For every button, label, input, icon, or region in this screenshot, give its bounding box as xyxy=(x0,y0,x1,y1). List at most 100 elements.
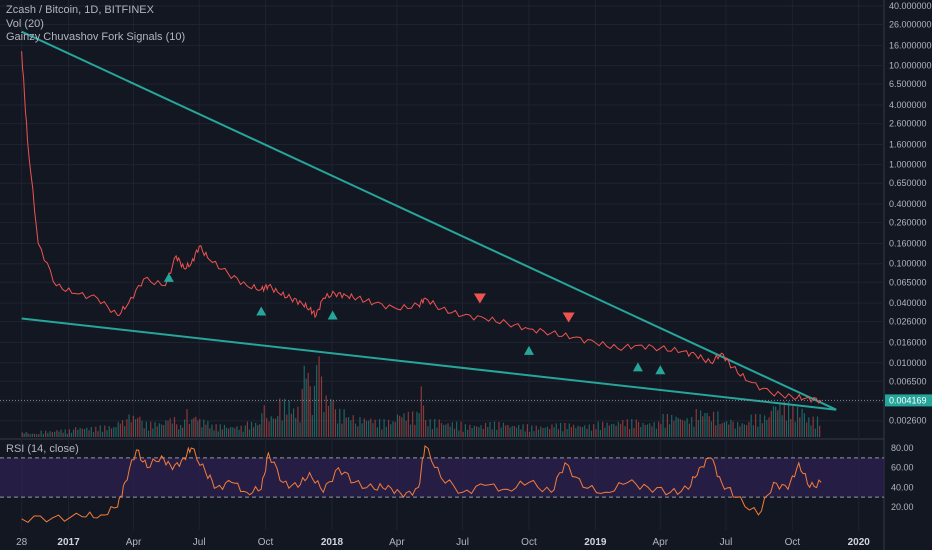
price-axis[interactable]: 40.000000 26.000000 16.000000 10.000000 6.50… xyxy=(885,1,932,512)
time-tick-label: 28 xyxy=(16,537,28,548)
volume-bar xyxy=(502,422,505,437)
volume-bar xyxy=(173,417,176,437)
volume-bar xyxy=(270,416,272,437)
chart-title: Zcash / Bitcoin, 1D, BITFINEX xyxy=(6,4,154,16)
buy-signal-icon xyxy=(327,310,338,320)
volume-bar xyxy=(801,408,803,437)
time-tick-label: Jul xyxy=(456,537,469,548)
volume-bar xyxy=(743,424,745,437)
volume-bar xyxy=(766,419,768,437)
volume-bar xyxy=(806,422,808,437)
volume-bar xyxy=(436,427,438,437)
volume-bar xyxy=(507,425,509,437)
volume-bar xyxy=(555,423,557,437)
volume-bar xyxy=(642,422,644,437)
rsi-pane xyxy=(0,445,884,524)
volume-bar xyxy=(551,424,553,437)
volume-bar xyxy=(599,429,602,437)
volume-bar xyxy=(640,427,642,437)
volume-bar xyxy=(704,412,706,437)
volume-bar xyxy=(772,406,775,437)
volume-bar xyxy=(526,424,528,437)
time-axis[interactable]: 28 2017 Apr Jul Oct 2018 Apr Jul Oct 2019 Apr Jul Oc… xyxy=(16,537,870,548)
volume-bar xyxy=(191,419,193,437)
volume-bar xyxy=(572,424,575,437)
volume-bar xyxy=(662,413,664,437)
volume-bar xyxy=(121,420,124,437)
volume-bar xyxy=(385,426,387,437)
volume-bar xyxy=(403,413,405,437)
last-price-label: 0.004169 xyxy=(889,395,927,405)
volume-bar xyxy=(651,426,653,437)
volume-bar xyxy=(272,418,274,437)
volume-bar xyxy=(242,431,244,437)
volume-bar xyxy=(624,426,626,437)
volume-bar xyxy=(473,425,475,437)
time-tick-label: Jul xyxy=(720,537,733,548)
volume-bar xyxy=(763,415,766,437)
volume-bar xyxy=(106,430,108,437)
price-tick-label: 10.000000 xyxy=(889,61,932,71)
volume-bar xyxy=(706,412,708,437)
price-tick-label: 26.000000 xyxy=(889,20,932,30)
volume-bar xyxy=(88,430,90,437)
volume-bar xyxy=(160,424,163,437)
time-tick-label: 2019 xyxy=(584,537,607,548)
volume-bar xyxy=(509,427,511,437)
trendlines[interactable] xyxy=(21,30,837,411)
volume-bar xyxy=(126,419,128,437)
rsi-tick-label: 20.00 xyxy=(891,502,914,512)
volume-bar xyxy=(686,418,688,437)
price-line xyxy=(21,51,822,404)
volume-bar xyxy=(101,431,104,437)
volume-bar xyxy=(535,425,537,437)
volume-bar xyxy=(671,414,673,437)
volume-bar xyxy=(697,420,700,437)
volume-bar xyxy=(223,424,226,437)
volume-bar xyxy=(717,411,719,437)
volume-bar xyxy=(186,409,188,437)
volume-bar xyxy=(637,421,640,437)
volume-bar xyxy=(246,421,248,437)
volume-bar xyxy=(221,429,223,437)
volume-bar xyxy=(132,415,134,437)
volume-bar xyxy=(604,427,606,437)
buy-signal-icon xyxy=(256,306,267,316)
volume-bar xyxy=(274,418,277,437)
volume-bar xyxy=(590,430,593,437)
volume-bar xyxy=(422,405,425,437)
volume-bar xyxy=(757,426,759,437)
volume-bar xyxy=(741,423,743,437)
volume-bar xyxy=(564,422,566,437)
volume-bar xyxy=(248,429,251,437)
volume-bar xyxy=(143,428,145,437)
volume-bar xyxy=(445,424,447,437)
volume-bar xyxy=(330,399,332,437)
volume-bar xyxy=(368,420,370,437)
volume-bar xyxy=(812,416,814,437)
volume-bar xyxy=(205,424,207,437)
volume-bar xyxy=(520,429,522,437)
volume-bar xyxy=(83,428,86,437)
volume-bar xyxy=(152,428,154,437)
volume-bar xyxy=(785,420,788,437)
volume-bar xyxy=(303,365,305,437)
price-tick-label: 0.260000 xyxy=(889,218,927,228)
price-tick-label: 0.650000 xyxy=(889,178,927,188)
rsi-tick-label: 40.00 xyxy=(891,482,914,492)
volume-bar xyxy=(588,424,590,437)
volume-bar xyxy=(345,417,347,437)
volume-bar xyxy=(383,419,385,437)
volume-bar xyxy=(341,423,343,437)
volume-bar xyxy=(608,425,610,437)
volume-bar xyxy=(234,428,236,437)
time-tick-label: Apr xyxy=(126,537,142,548)
volume-bar xyxy=(42,433,44,437)
volume-bar xyxy=(469,424,471,437)
volume-bar xyxy=(54,431,56,437)
volume-bar xyxy=(392,421,394,437)
volume-bar xyxy=(75,427,77,437)
volume-bar xyxy=(295,417,297,437)
volume-bar xyxy=(416,411,418,437)
